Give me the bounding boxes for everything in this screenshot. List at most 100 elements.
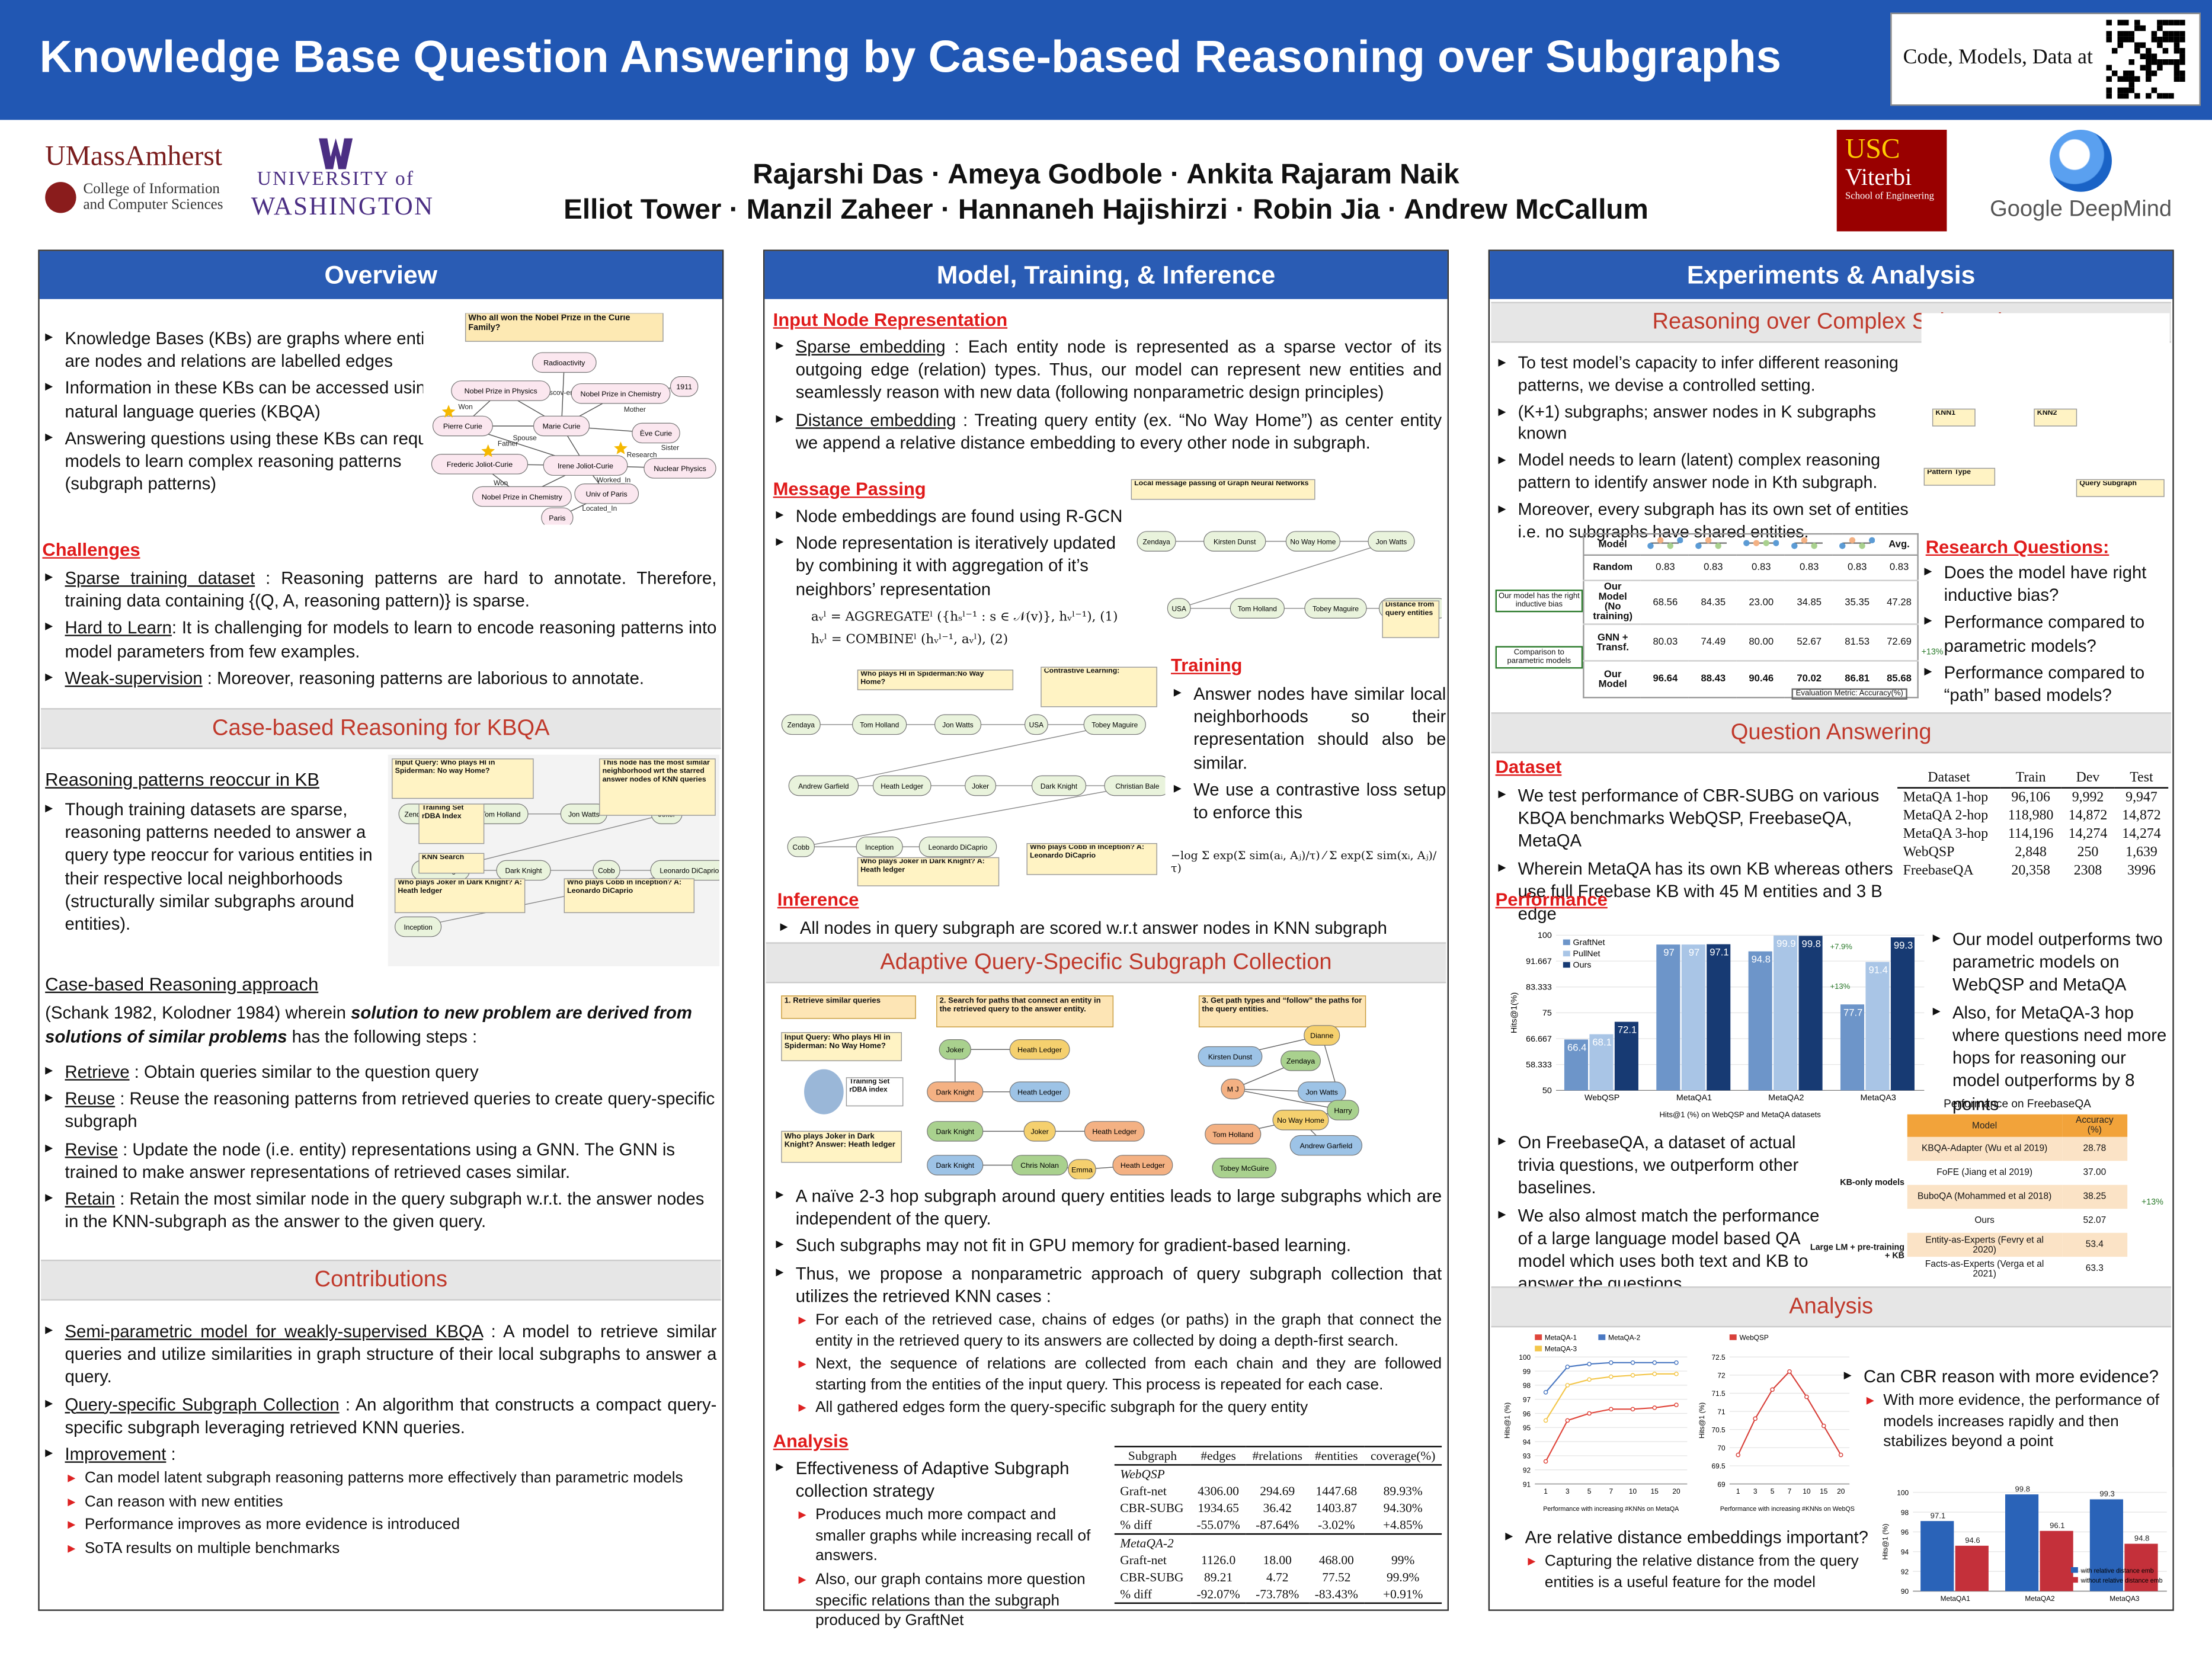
table-row: GNN + Transf. 80.03 74.49 80.00 52.67 81.53 72… [1583, 624, 1918, 661]
bullet-text: : Reasoning patterns are hard to annotat… [65, 568, 717, 611]
graph-node: Zendaya [1281, 1051, 1321, 1071]
graph-node: Ève Curie [632, 422, 680, 444]
y-tick-label: 72 [1717, 1372, 1726, 1380]
bullet-text: : Treating query entity (ex. “No Way Hom… [795, 409, 1442, 453]
node-shape [1198, 1046, 1263, 1067]
node-label: Jon Watts [1376, 537, 1407, 546]
graph-node: Dark Knight [927, 1081, 984, 1102]
qr-cell [2134, 25, 2140, 31]
table-cell: -55.07% [1196, 1517, 1240, 1532]
qr-cell [2106, 76, 2112, 82]
graph-node: Cobb [593, 860, 620, 881]
graph-node: Tom Holland [1205, 1123, 1262, 1145]
legend-label: MetaQA-3 [1545, 1345, 1577, 1353]
table-cell: 0.83 [1847, 562, 1867, 573]
bullet: Revise : Update the node (i.e. entity) r… [42, 1138, 716, 1183]
qr-cell [2179, 71, 2185, 76]
qr-cell [2146, 76, 2152, 82]
section-heading: Input Node Representation [773, 309, 1008, 331]
line-marker [1543, 1418, 1548, 1423]
x-tick-label: 1 [1544, 1487, 1548, 1495]
node-shape [1104, 775, 1166, 796]
graph-node: Dark Knight [927, 1121, 984, 1142]
bar [1955, 1545, 1989, 1591]
bullet: Distance embedding : Treating query enti… [773, 409, 1442, 454]
bullet: Performance compared to parametric model… [1922, 611, 2173, 657]
y-tick-label: 90 [1901, 1587, 1909, 1596]
bullet-text: : Update the node (i.e. entity) represen… [65, 1139, 676, 1182]
bullet-list: Retrieve : Obtain queries similar to the… [42, 1061, 716, 1234]
qr-cell [2162, 36, 2169, 43]
table-cell: 4.72 [1266, 1570, 1289, 1584]
callout-text: This node has the most similar neighborh… [602, 760, 710, 784]
star-icon [441, 405, 456, 418]
bullet-term: Weak-supervision [65, 668, 203, 688]
table-cell: Our Model [1598, 669, 1627, 689]
line-marker [1630, 1360, 1635, 1365]
qr-cell [2173, 47, 2180, 54]
sub-bullet: With more evidence, the performance of m… [1864, 1391, 2172, 1453]
table-cell: 1934.65 [1198, 1501, 1239, 1515]
graph-node: Tobey McGuire [1212, 1157, 1277, 1178]
bullet: Does the model have right inductive bias… [1922, 562, 2173, 607]
node-label: USA [1171, 604, 1186, 613]
table-cell: WebQSP [1120, 1466, 1165, 1481]
table-group-row: MetaQA-2 [1114, 1534, 1442, 1552]
table-row: FoFE (Jiang et al 2019) 37.00 [1907, 1161, 2128, 1185]
qr-cell [2179, 31, 2185, 37]
bar-value-label: 94.6 [1965, 1536, 1980, 1545]
table-cell: Accuracy (%) [2075, 1116, 2114, 1136]
table-cell: -87.64% [1256, 1517, 1299, 1532]
qr-cell [2106, 20, 2112, 25]
node-shape [1084, 1121, 1145, 1142]
node-label: USA [1029, 721, 1044, 729]
pattern-node [1648, 543, 1654, 549]
graph-node: Joker [1023, 1121, 1056, 1142]
bar-value-label: 97 [1689, 947, 1700, 958]
bar-value-label: 99.3 [1894, 940, 1913, 951]
section-heading: Dataset [1495, 756, 1562, 777]
node-label: Zendaya [788, 721, 815, 729]
qr-cell [2140, 53, 2146, 59]
table-cell: 0.83 [1800, 562, 1819, 573]
table-cell: 81.53 [1845, 638, 1870, 648]
node-label: Nobel Prize in Chemistry [482, 493, 563, 501]
qr-cell [2146, 59, 2152, 65]
table-cell: 18.00 [1263, 1553, 1292, 1568]
bullet: Answer nodes have similar local neighbor… [1171, 683, 1446, 774]
bullet-term: Sparse training dataset [65, 568, 255, 588]
graph-node: Heath Ledger [872, 775, 931, 796]
line-marker [1652, 1405, 1657, 1410]
graph-node: Jon Watts [1368, 531, 1415, 552]
table-row: BuboQA (Mohammed et al 2018) 38.25 [1907, 1184, 2128, 1209]
table-cell: CBR-SUBG [1120, 1570, 1184, 1584]
table-cell: 9,992 [2072, 790, 2104, 806]
table-cell: 4306.00 [1198, 1484, 1239, 1498]
bullet: Model needs to learn (latent) complex re… [1496, 450, 1922, 495]
graph-node: Pierre Curie [432, 415, 493, 437]
node-shape [1285, 531, 1341, 552]
node-label: Inception [865, 843, 894, 851]
line-marker [1838, 1452, 1843, 1458]
bullet: To test model’s capacity to infer differ… [1496, 353, 1922, 397]
y-tick-label: 70.5 [1711, 1426, 1726, 1434]
usc-logo: USC Viterbi School of Engineering [1836, 130, 1947, 232]
table-cell: 38.25 [2083, 1192, 2107, 1202]
table-header-row: Model Accuracy (%) [1907, 1114, 2128, 1137]
qr-cell [2123, 20, 2129, 25]
pattern-node [1774, 540, 1780, 546]
graph-node: Tobey Maguire [1083, 714, 1146, 735]
table-cell: KBQA-Adapter (Wu et al 2019) [1922, 1144, 2048, 1154]
x-tick-label: MetaQA3 [1861, 1093, 1896, 1103]
legend-swatch [1535, 1346, 1542, 1351]
bullet-term: Sparse embedding [795, 337, 946, 357]
bullet-text: Knowledge Bases (KBs) are graphs where e… [65, 328, 452, 371]
approach-intro: (Schank 1982, Kolodner 1984) wherein sol… [45, 1001, 716, 1048]
table-cell: -3.02% [1318, 1517, 1355, 1532]
code-note: Code, Models, Data at [1903, 46, 2093, 69]
sub-bullet-text: With more evidence, the performance of m… [1883, 1392, 2160, 1450]
pattern-node [1678, 537, 1684, 544]
column-title: Experiments & Analysis [1490, 251, 2173, 299]
node-shape [1137, 531, 1176, 552]
input-bullets: Sparse embedding : Each entity node is r… [773, 336, 1442, 459]
